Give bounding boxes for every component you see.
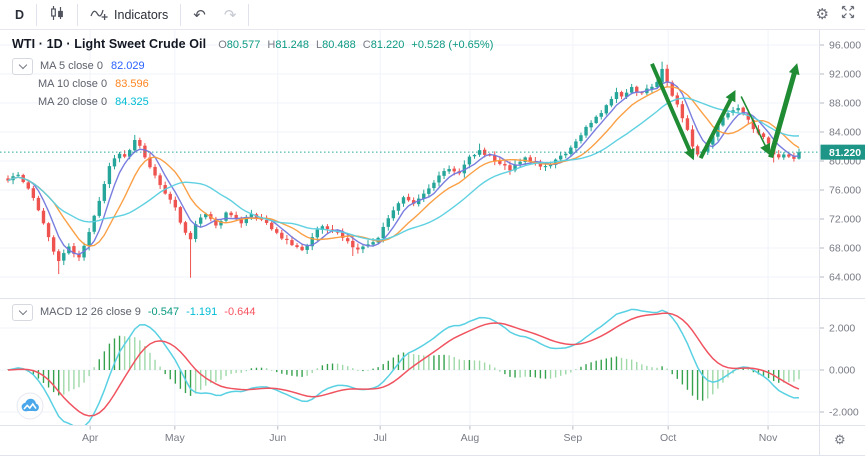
macd-axis-label: 0.000 — [829, 365, 855, 377]
macd-axis-label: 2.000 — [829, 323, 855, 335]
macd-collapse-button[interactable] — [12, 303, 33, 321]
ma10-line[interactable] — [7, 86, 800, 247]
price-axis-label: 68.000 — [829, 243, 861, 255]
indicators-button[interactable]: Indicators — [81, 3, 177, 27]
time-axis-label: Oct — [660, 432, 676, 444]
chevron-down-icon — [18, 306, 27, 316]
time-axis-label: Jun — [269, 432, 286, 444]
broker-logo — [16, 392, 44, 425]
drawing-annotations[interactable] — [650, 63, 800, 161]
trend-arrow[interactable] — [740, 96, 771, 156]
candles-layer[interactable] — [6, 61, 801, 278]
open-value: O80.577 — [218, 39, 261, 51]
close-value: C81.220 — [362, 39, 405, 51]
price-axis-label: 64.000 — [829, 272, 861, 284]
trend-arrow[interactable] — [698, 89, 736, 160]
timeframe-button[interactable]: D — [15, 7, 25, 22]
macd-line-value: -1.191 — [186, 306, 218, 318]
symbol-title: WTI · 1D · Light Sweet Crude Oil — [12, 37, 207, 51]
ma-legend-row[interactable]: MA 10 close 0 83.596 — [38, 75, 149, 93]
candlestick-icon — [49, 5, 65, 24]
change-value: +0.528 (+0.65%) — [411, 39, 494, 51]
ma-label: MA 5 close 0 — [40, 60, 103, 72]
time-axis-label: Apr — [82, 432, 99, 444]
top-toolbar: D Indicators ↶ — [0, 0, 865, 30]
axes-layer[interactable]: 96.00092.00088.00084.00080.00076.00072.0… — [0, 30, 865, 456]
ma-legend-row[interactable]: MA 5 close 0 82.029 — [12, 57, 149, 75]
macd-legend: MACD 12 26 close 9 -0.547 -1.191 -0.644 — [12, 303, 256, 321]
last-price-badge-label: 81.220 — [829, 147, 861, 159]
macd-signal-line — [7, 312, 800, 417]
price-axis-label: 84.000 — [829, 127, 861, 139]
indicators-label: Indicators — [114, 7, 169, 22]
toolbar-separator — [180, 3, 182, 26]
ma-legend: MA 5 close 0 82.029 MA 10 close 0 83.596… — [12, 57, 149, 111]
ma-value: 84.325 — [115, 96, 149, 108]
symbol-header: WTI · 1D · Light Sweet Crude Oil O80.577… — [12, 37, 493, 51]
toolbar-right-group: ⚙ — [816, 5, 865, 24]
fullscreen-icon[interactable] — [841, 5, 855, 24]
redo-button[interactable]: ↷ — [223, 6, 237, 24]
ma-legend-row[interactable]: MA 20 close 0 84.325 — [38, 93, 149, 111]
last-price-badge — [820, 144, 865, 160]
time-axis-label: Sep — [564, 432, 583, 444]
price-axis-label: 76.000 — [829, 185, 861, 197]
macd-legend-row[interactable]: MACD 12 26 close 9 -0.547 -1.191 -0.644 — [12, 303, 256, 321]
high-value: H81.248 — [267, 39, 310, 51]
settings-gear-icon[interactable]: ⚙ — [815, 6, 829, 23]
macd-label: MACD 12 26 close 9 — [40, 306, 141, 318]
price-axis-label: 72.000 — [829, 214, 861, 226]
legend-collapse-button[interactable] — [12, 57, 33, 75]
chart-style-button[interactable] — [40, 3, 74, 27]
toolbar-separator — [248, 3, 250, 26]
ma-value: 82.029 — [110, 60, 145, 72]
gridlines-layer — [0, 30, 820, 425]
ohlc-values: O80.577 H81.248 L80.488 C81.220 +0.528 (… — [218, 39, 493, 51]
macd-hist-value: -0.547 — [147, 306, 180, 318]
toolbar-separator — [77, 3, 79, 26]
undo-button[interactable]: ↶ — [193, 6, 206, 24]
low-value: L80.488 — [316, 39, 356, 51]
price-axis-label: 88.000 — [829, 98, 861, 110]
ma-value: 83.596 — [115, 78, 149, 90]
timezone-gear-icon[interactable]: ⚙ — [834, 432, 846, 447]
ma5-line[interactable] — [7, 81, 800, 256]
macd-line — [7, 308, 800, 425]
time-axis-label: Aug — [461, 432, 480, 444]
chevron-down-icon — [18, 60, 27, 70]
trend-arrow[interactable] — [768, 63, 800, 159]
toolbar-separator — [36, 3, 38, 26]
macd-signal-value: -0.644 — [224, 306, 256, 318]
trend-arrow[interactable] — [650, 63, 695, 161]
macd-layer[interactable] — [7, 308, 800, 428]
time-axis-label: May — [165, 432, 186, 444]
time-axis-label: Jul — [373, 432, 386, 444]
price-axis-label: 92.000 — [829, 69, 861, 81]
macd-axis-label: -2.000 — [829, 407, 859, 419]
indicators-icon — [90, 6, 109, 24]
ma-label: MA 20 close 0 — [38, 96, 108, 108]
price-axis-label: 96.000 — [829, 40, 861, 52]
time-axis-label: Nov — [759, 432, 778, 444]
ma-label: MA 10 close 0 — [38, 78, 108, 90]
